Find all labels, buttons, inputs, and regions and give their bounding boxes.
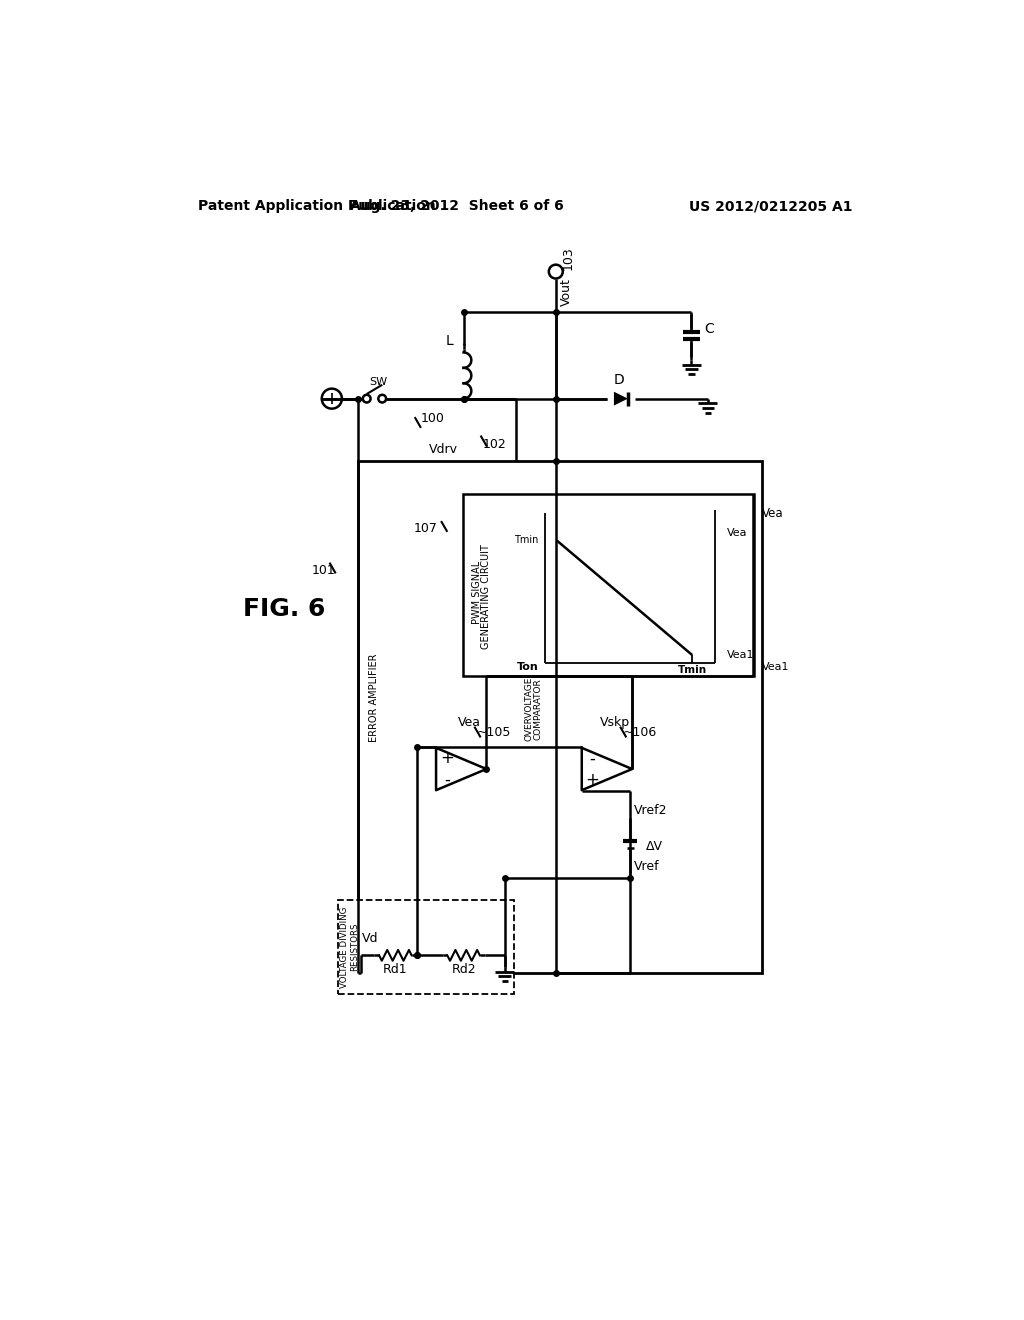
Bar [338,900,514,994]
Text: ΔV: ΔV [646,841,663,853]
Text: US 2012/0212205 A1: US 2012/0212205 A1 [689,199,853,213]
Text: COMPARATOR: COMPARATOR [534,678,543,739]
Text: Patent Application Publication: Patent Application Publication [198,199,435,213]
Text: Ton: Ton [517,661,539,672]
Text: Vskp: Vskp [600,717,630,730]
Text: Vea1: Vea1 [727,649,755,660]
Text: 107: 107 [414,523,438,536]
Text: PWM SIGNAL: PWM SIGNAL [472,561,481,624]
Text: D: D [614,374,625,387]
Text: -: - [590,750,596,767]
Text: L: L [445,334,454,348]
Polygon shape [614,392,628,405]
Text: Vout: Vout [560,277,573,305]
Text: 101: 101 [311,564,335,577]
Text: 100: 100 [420,412,444,425]
Text: FIG. 6: FIG. 6 [243,597,325,620]
Text: 103: 103 [562,246,575,269]
Text: +: + [440,750,454,767]
Text: GENERATING CIRCUIT: GENERATING CIRCUIT [481,544,492,649]
Text: Aug. 23, 2012  Sheet 6 of 6: Aug. 23, 2012 Sheet 6 of 6 [350,199,564,213]
Text: Vea: Vea [762,507,783,520]
Bar [463,494,755,676]
Bar [358,461,762,973]
Text: Vd: Vd [362,932,379,945]
Text: C: C [703,322,714,337]
Text: Vdrv: Vdrv [429,444,458,455]
Text: ~105: ~105 [477,726,511,739]
Text: -: - [444,771,450,788]
Text: 102: 102 [483,437,507,450]
Text: Tmin: Tmin [514,536,539,545]
Text: +: + [586,771,599,788]
Text: Tmin: Tmin [678,665,707,676]
Text: ERROR AMPLIFIER: ERROR AMPLIFIER [369,653,379,742]
Text: Vea1: Vea1 [762,661,790,672]
Text: VOLTAGE DIVIDING
RESISTORS: VOLTAGE DIVIDING RESISTORS [340,907,359,987]
Text: OVERVOLTAGE: OVERVOLTAGE [524,677,534,741]
Text: Rd2: Rd2 [452,962,476,975]
Text: Vref2: Vref2 [634,804,668,817]
Text: Vref: Vref [634,859,659,873]
Text: Rd1: Rd1 [383,962,408,975]
Text: SW: SW [369,376,387,387]
Text: ~106: ~106 [623,726,656,739]
Text: Vea: Vea [727,528,748,537]
Text: Vea: Vea [458,717,480,730]
